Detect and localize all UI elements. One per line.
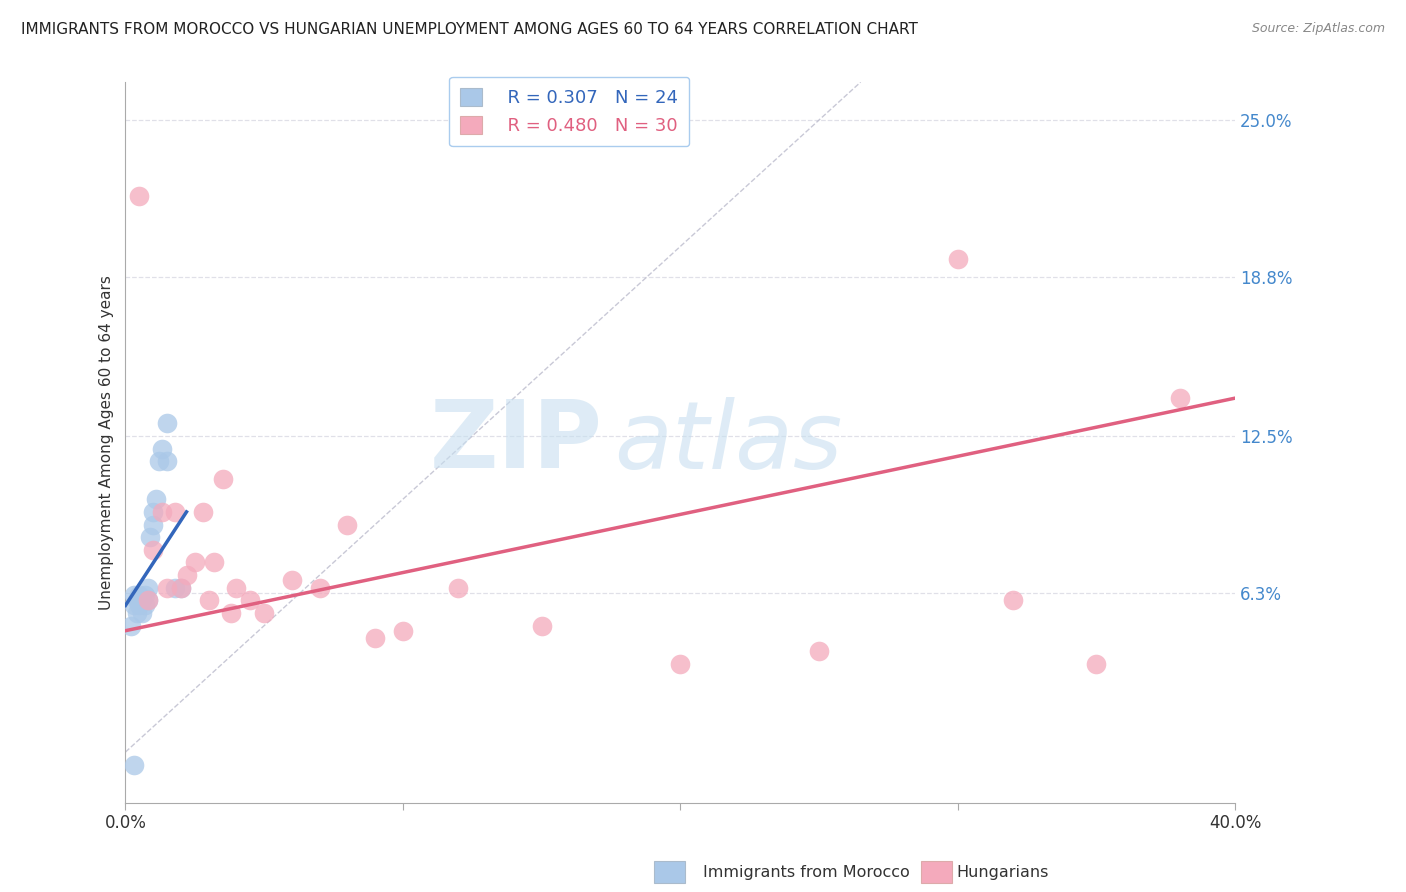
Point — [225, 581, 247, 595]
Point — [1168, 391, 1191, 405]
Point — [165, 505, 187, 519]
Point — [308, 581, 330, 595]
Point — [281, 573, 304, 587]
Point — [202, 556, 225, 570]
Point — [150, 505, 173, 519]
Point — [530, 618, 553, 632]
Point — [142, 542, 165, 557]
Point — [170, 581, 193, 595]
Y-axis label: Unemployment Among Ages 60 to 64 years: Unemployment Among Ages 60 to 64 years — [100, 275, 114, 610]
Point — [142, 517, 165, 532]
Point — [128, 588, 150, 602]
Point — [142, 505, 165, 519]
Point — [156, 581, 179, 595]
Text: Hungarians: Hungarians — [956, 865, 1049, 880]
Point — [122, 757, 145, 772]
Point — [364, 632, 387, 646]
Point — [128, 599, 150, 613]
Point — [148, 454, 170, 468]
Text: atlas: atlas — [613, 397, 842, 488]
Point — [125, 606, 148, 620]
Point — [211, 472, 233, 486]
Point — [136, 593, 159, 607]
Text: ZIP: ZIP — [430, 396, 603, 489]
Point — [1002, 593, 1025, 607]
Point — [150, 442, 173, 456]
Point — [191, 505, 214, 519]
Legend:   R = 0.307   N = 24,   R = 0.480   N = 30: R = 0.307 N = 24, R = 0.480 N = 30 — [450, 77, 689, 146]
Point — [134, 588, 156, 602]
Text: Immigrants from Morocco: Immigrants from Morocco — [703, 865, 910, 880]
Point — [128, 189, 150, 203]
Point — [134, 599, 156, 613]
Point — [197, 593, 219, 607]
Point — [156, 454, 179, 468]
Point — [239, 593, 262, 607]
Point — [447, 581, 470, 595]
Point — [165, 581, 187, 595]
Point — [131, 606, 153, 620]
Point — [669, 657, 692, 671]
Text: Source: ZipAtlas.com: Source: ZipAtlas.com — [1251, 22, 1385, 36]
Point — [253, 606, 276, 620]
Point — [807, 644, 830, 658]
Point — [125, 593, 148, 607]
Point — [336, 517, 359, 532]
Point — [184, 556, 207, 570]
Point — [136, 581, 159, 595]
Point — [122, 588, 145, 602]
Point — [946, 252, 969, 266]
Point — [145, 492, 167, 507]
Point — [120, 618, 142, 632]
Point — [139, 530, 162, 544]
Text: IMMIGRANTS FROM MOROCCO VS HUNGARIAN UNEMPLOYMENT AMONG AGES 60 TO 64 YEARS CORR: IMMIGRANTS FROM MOROCCO VS HUNGARIAN UNE… — [21, 22, 918, 37]
Point — [156, 417, 179, 431]
Point — [131, 593, 153, 607]
Point — [122, 599, 145, 613]
Point — [1085, 657, 1108, 671]
Point — [392, 624, 415, 638]
Point — [136, 593, 159, 607]
Point — [219, 606, 242, 620]
Point — [176, 568, 198, 582]
Point — [170, 581, 193, 595]
